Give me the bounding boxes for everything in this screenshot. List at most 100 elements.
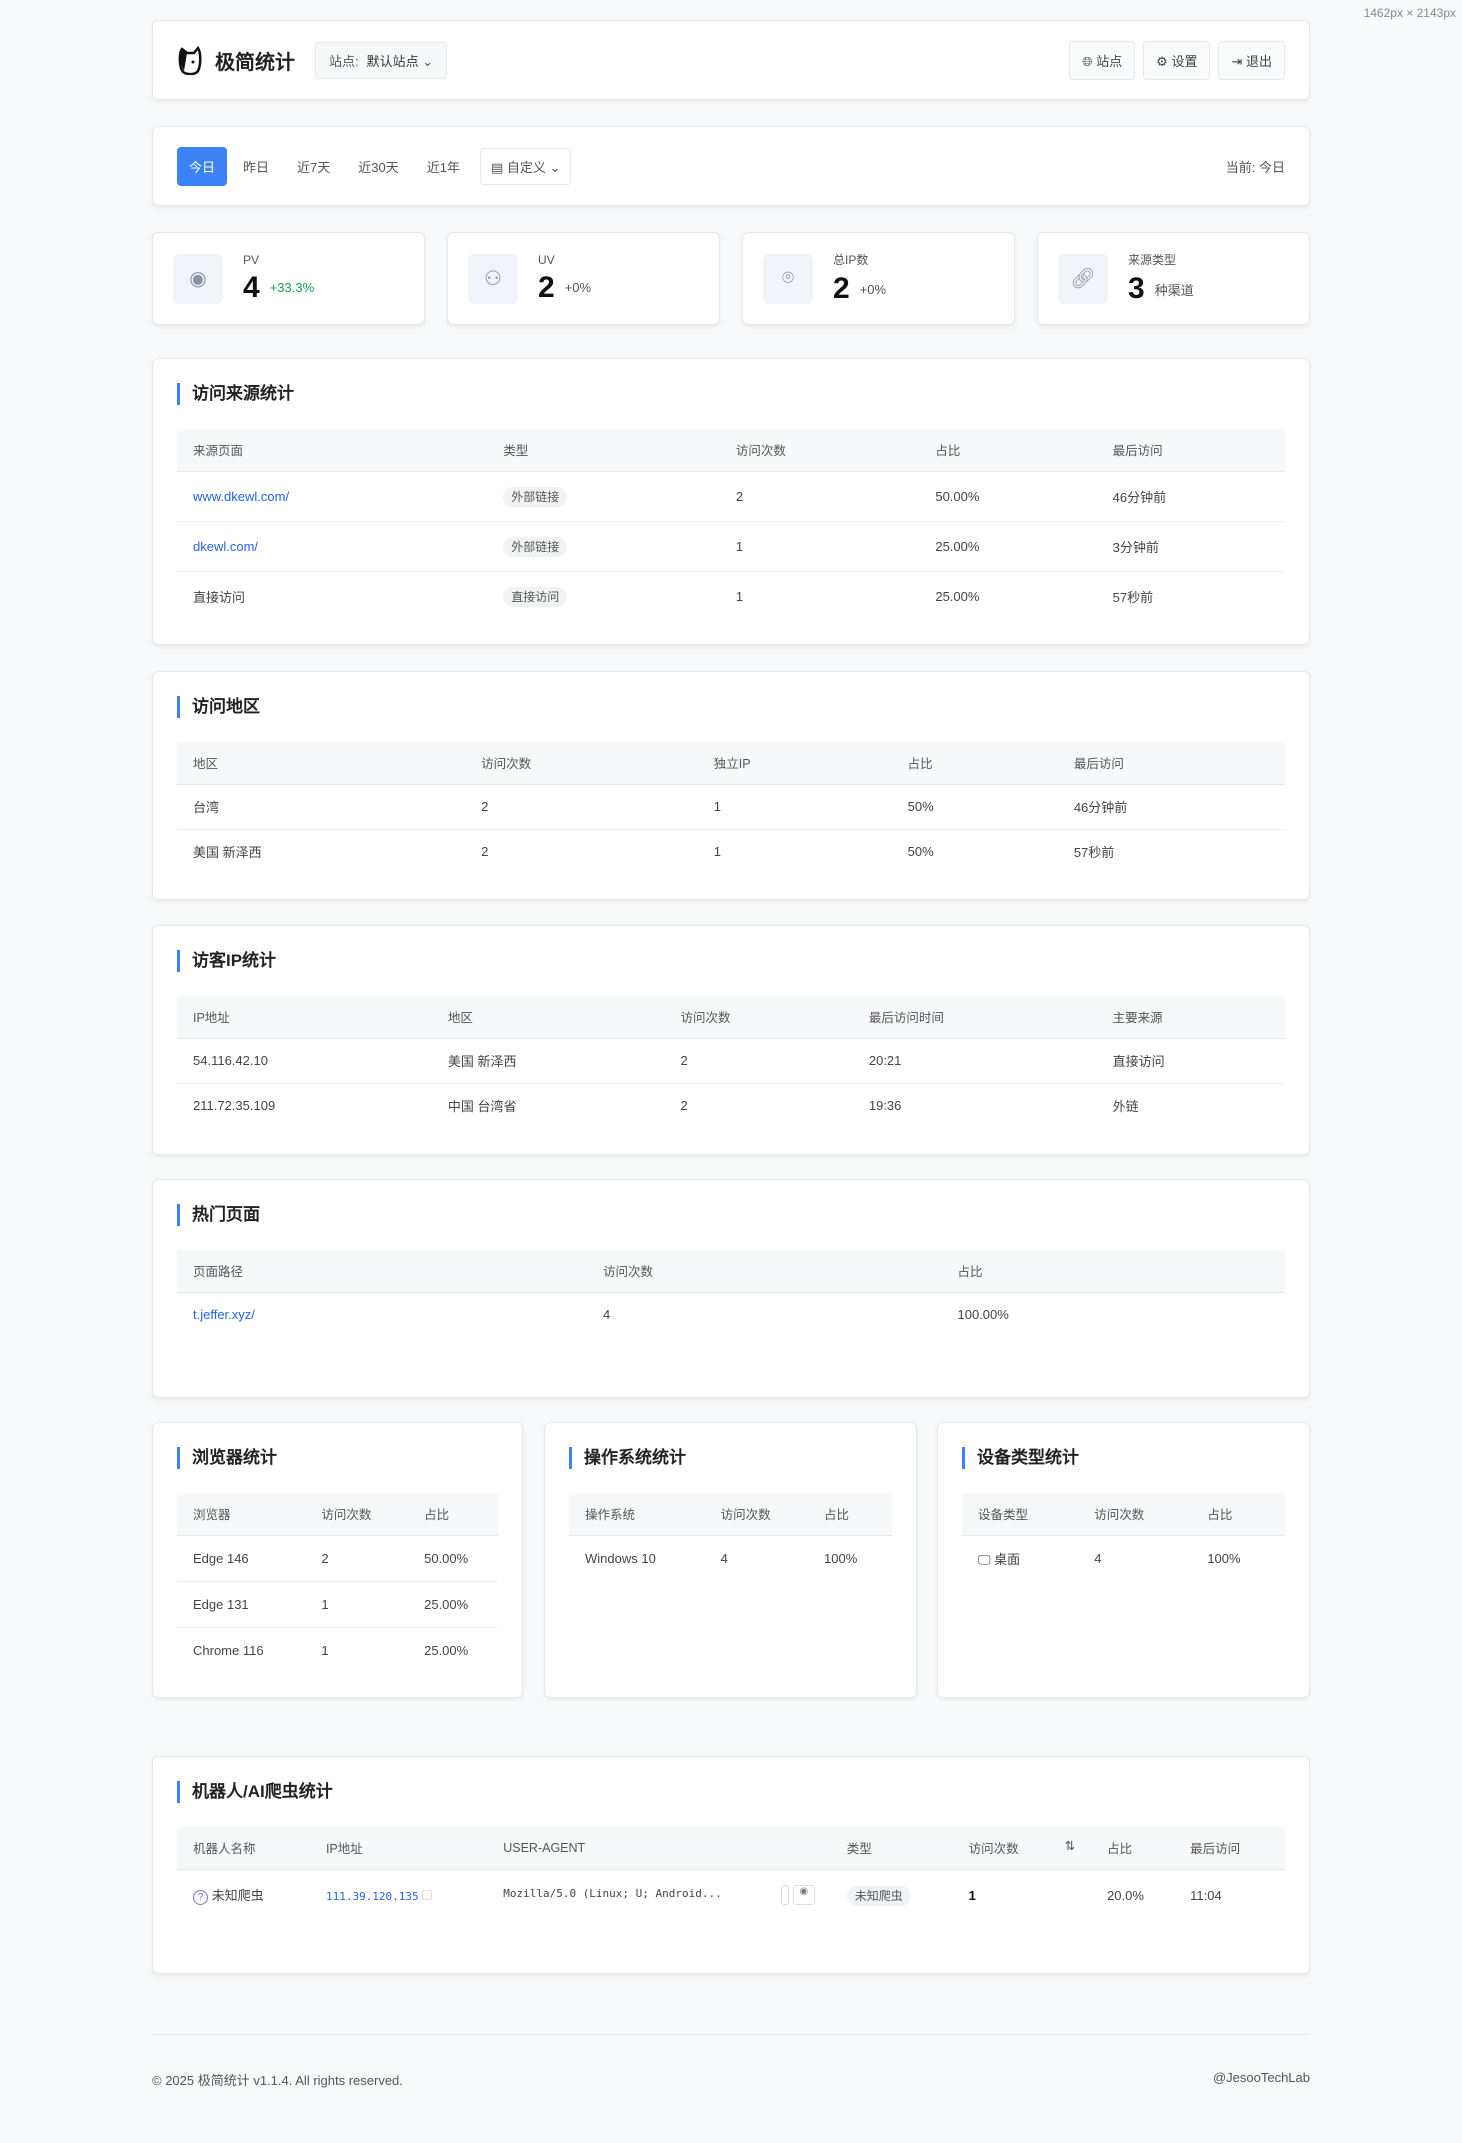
tab-30days[interactable]: 近30天 [358, 159, 399, 175]
cell: 2 [305, 1535, 409, 1582]
custom-range-button[interactable]: ▤ 自定义 ⌄ [479, 147, 572, 185]
regions-card: 访问地区 地区 访问次数 独立IP 占比 最后访问 台湾 2 1 50% 46分钟前 美国 新泽… [152, 671, 1310, 900]
cell: Edge 131 [177, 1581, 306, 1628]
date-filter-bar: 今日 昨日 近7天 近30天 近1年 ▤ 自定义 ⌄ 当前: 今日 [152, 126, 1310, 206]
chevron-down-icon: ⌄ [549, 159, 561, 175]
column-header: 类型 [830, 1827, 953, 1870]
cell: 直接访问 [193, 589, 246, 605]
browsers-card: 浏览器统计 浏览器 访问次数 占比 Edge 146 2 50.00% Edge 131… [152, 1422, 523, 1698]
table-row: ? 未知爬虫 111.39.120.135 Mozilla/5.0 (Linux… [177, 1869, 1285, 1921]
cell: 直接访问 [1096, 1038, 1285, 1084]
column-header: 操作系统 [569, 1493, 705, 1536]
cell: 100% [1207, 1550, 1241, 1566]
sort-icon[interactable]: ⇅ [1064, 1839, 1076, 1854]
sortable-column-header[interactable]: 访问次数 ⇅ [952, 1827, 1092, 1870]
cell: 46分钟前 [1096, 471, 1285, 522]
cell: 1 [697, 784, 892, 830]
custom-label: 自定义 [506, 159, 546, 175]
tab-7days[interactable]: 近7天 [297, 159, 331, 175]
tab-today[interactable]: 今日 [177, 146, 228, 186]
cell: 1 [713, 844, 721, 860]
cell: 美国 新泽西 [193, 845, 262, 861]
stat-ip: ⌾ 总IP数 2 +0% [742, 232, 1015, 325]
stat-change: +0% [859, 281, 887, 297]
logout-button[interactable]: ⇥ 退出 [1218, 40, 1285, 80]
stat-change: +0% [564, 280, 592, 295]
ips-table: IP地址 地区 访问次数 最后访问时间 主要来源 54.116.42.10 美国 新泽西 2… [177, 996, 1285, 1128]
location-icon: ⌾ [763, 253, 813, 304]
view-icon[interactable]: ◉ [792, 1885, 815, 1906]
type-badge: 未知爬虫 [846, 1885, 911, 1906]
cell: 25.00% [408, 1581, 498, 1628]
footer-credit[interactable]: @JesooTechLab [1212, 2070, 1310, 2085]
column-header: 最后访问 [1057, 742, 1285, 785]
cell: 2 [465, 784, 698, 830]
table-row: 211.72.35.109 中国 台湾省 2 19:36 外链 [177, 1083, 1285, 1128]
sites-label: 站点 [1096, 53, 1123, 69]
column-header: 访问次数 [305, 1493, 409, 1536]
globe-icon: 🌐︎ [1082, 53, 1093, 69]
column-header: USER-AGENT [487, 1827, 831, 1870]
bots-table: 机器人名称 IP地址 USER-AGENT 类型 访问次数 ⇅ 占比 最后访问 ? 未知爬虫 … [177, 1827, 1285, 1921]
table-row: Windows 10 4 100% [569, 1535, 892, 1581]
cell: 4 [1094, 1550, 1102, 1566]
column-header: 占比 [808, 1493, 892, 1536]
table-row: 美国 新泽西 2 1 50% 57秒前 [177, 829, 1285, 874]
section-title: 操作系统统计 [569, 1447, 686, 1469]
brand-name: 极简统计 [215, 51, 295, 74]
eye-icon: ◉ [173, 253, 223, 304]
cell: 50% [907, 844, 934, 860]
copy-icon[interactable] [422, 1889, 433, 1900]
source-link[interactable]: dkewl.com/ [193, 538, 259, 554]
section-title: 热门页面 [177, 1204, 260, 1226]
column-header: 访问次数 [586, 1250, 942, 1293]
cell: 台湾 [177, 784, 466, 830]
bot-name: 未知爬虫 [211, 1888, 264, 1904]
logout-label: 退出 [1245, 53, 1272, 69]
calendar-icon: ▤ [490, 159, 504, 175]
cell: 211.72.35.109 [193, 1098, 276, 1114]
cell: 中国 台湾省 [447, 1099, 517, 1115]
column-header: 占比 [1091, 1827, 1175, 1870]
column-header: 占比 [408, 1493, 498, 1536]
column-header: 机器人名称 [177, 1827, 310, 1870]
table-row: dkewl.com/外部链接 1 25.00% 3分钟前 [177, 521, 1285, 572]
table-row: Edge 131 1 25.00% [177, 1581, 498, 1628]
cell: 25.00% [919, 521, 1097, 572]
tab-yesterday[interactable]: 昨日 [243, 159, 270, 175]
cell: 桌面 [994, 1551, 1021, 1567]
source-link[interactable]: www.dkewl.com/ [193, 488, 290, 504]
cell: 54.116.42.10 [177, 1038, 432, 1084]
page-link[interactable]: t.jeffer.xyz/ [193, 1307, 255, 1323]
stat-pv: ◉ PV 4 +33.3% [152, 232, 425, 325]
section-title: 设备类型统计 [962, 1447, 1079, 1469]
cell: 19:36 [868, 1098, 902, 1114]
stat-unit: 种渠道 [1154, 282, 1194, 298]
os-table: 操作系统 访问次数 占比 Windows 10 4 100% [569, 1493, 892, 1581]
cell: 2 [680, 1098, 688, 1114]
copy-ua-button[interactable] [780, 1885, 789, 1906]
tab-1year[interactable]: 近1年 [426, 159, 460, 175]
settings-button[interactable]: ⚙︎ 设置 [1143, 40, 1211, 80]
site-selector[interactable]: 站点: 默认站点 ⌄ [315, 41, 448, 79]
column-header: 访问次数 [465, 742, 698, 785]
gear-icon: ⚙︎ [1156, 53, 1168, 69]
cell: 25.00% [935, 588, 980, 604]
sites-button[interactable]: 🌐︎ 站点 [1069, 40, 1136, 80]
type-badge: 外部链接 [503, 536, 568, 557]
pages-card: 热门页面 页面路径 访问次数 占比 t.jeffer.xyz/4 100.00% [152, 1179, 1310, 1398]
stat-label: 总IP数 [833, 253, 869, 267]
devices-table: 设备类型 访问次数 占比 🖵︎ 桌面 4 100% [962, 1493, 1285, 1581]
stat-source-types: 🔗︎ 来源类型 3 种渠道 [1037, 232, 1310, 325]
stat-label: UV [538, 252, 555, 267]
cell: 11:04 [1190, 1887, 1222, 1903]
column-label: 访问次数 [968, 1842, 1019, 1857]
user-agent: Mozilla/5.0 (Linux; U; Android... [503, 1887, 722, 1901]
column-header: 主要来源 [1096, 996, 1285, 1039]
users-icon: ⚇ [468, 253, 518, 304]
cell: 57秒前 [1112, 589, 1154, 605]
table-row: 54.116.42.10 美国 新泽西 2 20:21 直接访问 [177, 1038, 1285, 1084]
column-header: 最后访问 [1096, 429, 1285, 472]
cell: 20:21 [852, 1038, 1097, 1084]
bot-ip[interactable]: 111.39.120.135 [325, 1889, 419, 1903]
